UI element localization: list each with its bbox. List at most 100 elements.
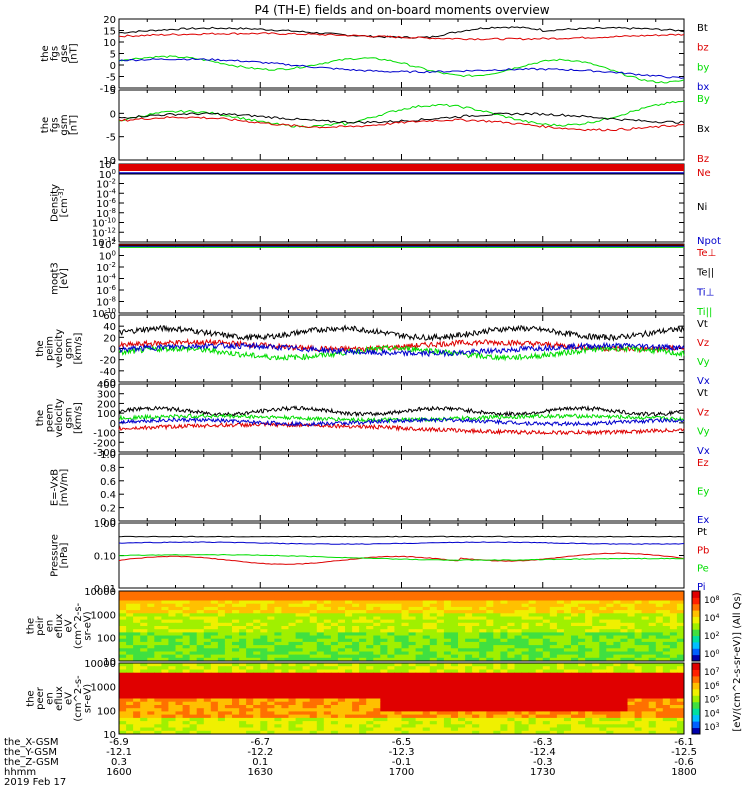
heatmap-cell [196,645,205,649]
heatmap-cell [295,638,304,643]
heatmap-cell [359,610,367,614]
heatmap-cell [302,594,311,598]
heatmap-cell [641,701,650,706]
heatmap-cell [627,632,636,637]
heatmap-cell [168,616,176,621]
heatmap-cell [627,654,636,659]
heatmap-cell [592,591,600,595]
heatmap-cell [401,666,410,670]
heatmap-cell [563,594,572,598]
heatmap-cell [648,663,657,667]
heatmap-cell [408,629,417,633]
heatmap-cell [154,672,162,677]
heatmap-cell [613,613,621,617]
heatmap-cell [606,695,614,699]
heatmap-cell [585,666,593,670]
heatmap-cell [620,594,628,598]
heatmap-cell [571,714,579,719]
y-tick-label: -10 [100,156,116,167]
heatmap-cell [196,708,205,712]
heatmap-cell [126,705,134,709]
heatmap-cell [662,619,671,624]
heatmap-cell [669,629,678,633]
heatmap-cell [210,594,219,598]
heatmap-cell [366,610,374,614]
heatmap-cell [373,594,381,598]
heatmap-cell [676,635,685,640]
heatmap-cell [154,645,162,649]
time-axis-x-gsm: -6.1 [674,737,694,748]
heatmap-cell [429,657,438,662]
heatmap-cell [620,613,628,617]
heatmap-cell [189,616,198,621]
heatmap-cell [613,727,621,732]
heatmap-cell [345,619,353,624]
heatmap-cell [352,626,360,630]
heatmap-cell [133,714,141,719]
heatmap-cell [655,698,664,703]
heatmap-cell [316,594,325,598]
heatmap-cell [154,669,162,674]
heatmap-cell [154,701,162,706]
colorbar-frame [691,662,701,735]
heatmap-cell [203,657,212,662]
heatmap-cell [408,648,417,652]
heatmap-cell [189,638,198,643]
heatmap-cell [450,717,459,722]
heatmap-cell [246,632,254,637]
heatmap-cell [140,641,148,646]
heatmap-cell [465,622,473,627]
heatmap-cell [203,616,212,621]
heatmap-cell [528,672,537,677]
heatmap-cell [288,616,297,621]
heatmap-cell [542,641,551,646]
heatmap-cell [563,679,572,683]
heatmap-cell [302,648,311,652]
heatmap-cell [415,682,424,687]
heatmap-cell [394,717,402,722]
heatmap-cell [542,648,551,652]
y-axis-label: eV [64,619,75,632]
heatmap-cell [295,657,304,662]
heatmap-cell [126,708,134,712]
heatmap-cell [655,610,664,614]
heatmap-cell [556,679,565,683]
heatmap-cell [571,685,579,690]
heatmap-cell [479,708,487,712]
heatmap-cell [429,603,438,608]
heatmap-cell [295,597,304,602]
heatmap-cell [330,648,339,652]
heatmap-cell [465,616,473,621]
heatmap-cell [260,675,268,680]
heatmap-cell [189,692,198,696]
heatmap-cell [627,708,636,712]
heatmap-cell [563,730,572,735]
heatmap-cell [563,692,572,696]
heatmap-cell [514,663,523,667]
heatmap-cell [507,594,515,598]
heatmap-cell [458,648,466,652]
heatmap-cell [450,641,459,646]
heatmap-cell [337,682,346,687]
heatmap-cell [203,672,212,677]
heatmap-cell [535,600,544,605]
heatmap-cell [648,632,657,637]
heatmap-cell [288,594,297,598]
heatmap-cell [189,610,198,614]
heatmap-cell [239,635,247,640]
heatmap-cell [267,651,275,656]
heatmap-cell [486,714,494,719]
heatmap-cell [302,641,311,646]
heatmap-cell [655,635,664,640]
heatmap-cell [246,730,254,735]
heatmap-cell [260,597,268,602]
heatmap-cell [224,645,233,649]
heatmap-cell [224,692,233,696]
heatmap-cell [161,597,169,602]
heatmap-cell [655,606,664,611]
heatmap-cell [288,701,297,706]
heatmap-cell [641,651,650,656]
heatmap-cell [154,654,162,659]
legend-bt: Bt [697,23,708,34]
